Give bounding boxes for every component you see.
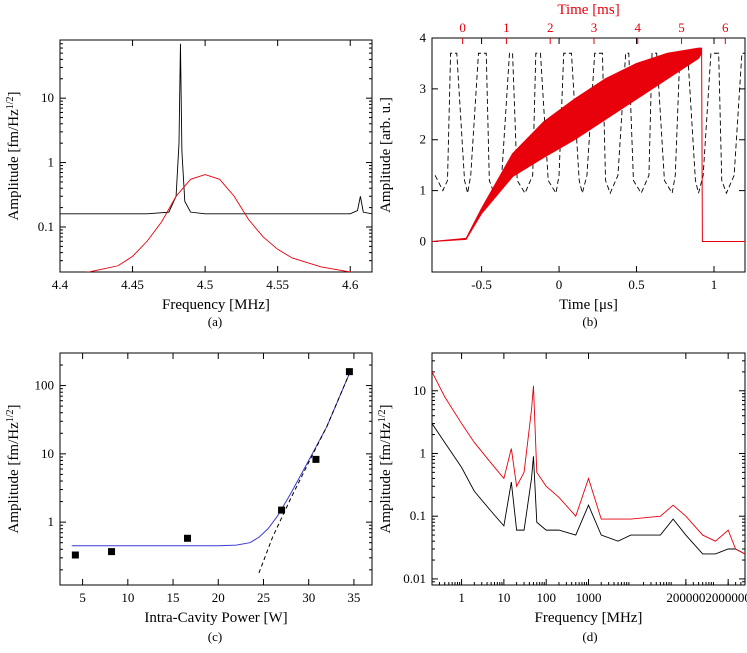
y-axis-label-main: Amplitude [fm/Hz (6, 422, 22, 534)
y-tick-label: 0.1 (38, 219, 54, 234)
x-axis-label: Intra-Cavity Power [W] (144, 610, 287, 626)
x-tick-label: 4.45 (121, 277, 144, 292)
panel-caption: (d) (582, 629, 597, 644)
y-axis-label-superscript: 1/2 (5, 96, 16, 109)
x-tick-label: 4.6 (342, 277, 359, 292)
chart-panel-c: 5 10 15 20 25 30 35 1 10 100 Intra-Cavity Power [W… (5, 352, 373, 644)
plot-frame (59, 352, 373, 586)
data-point (108, 548, 116, 556)
y-tick-label: 1 (420, 183, 427, 198)
series-line-1 (84, 174, 354, 272)
data-point (71, 551, 79, 559)
chart-panel-a: 4.4 4.45 4.5 4.55 4.6 0.1 1 10 Frequency [MHz] Am… (5, 39, 373, 329)
y-axis-label-end: ] (6, 404, 22, 409)
top-x-tick-label: 2 (547, 20, 554, 35)
plot-frame (59, 39, 373, 273)
y-axis-label-main: Amplitude [arb. u.] (378, 97, 394, 213)
x-tick-label: 0.5 (628, 277, 644, 292)
y-tick-label: 10 (41, 446, 54, 461)
y-tick-label: 100 (35, 378, 55, 393)
top-x-tick-label: 6 (722, 20, 729, 35)
x-tick-label: 35 (347, 590, 360, 605)
y-tick-label: 2 (420, 132, 427, 147)
x-tick-label: 30 (302, 590, 315, 605)
x-tick-label: 4.5 (197, 277, 213, 292)
panel-caption: (a) (208, 314, 222, 329)
y-axis-label-main: Amplitude [fm/Hz (378, 422, 394, 534)
y-tick-label: 1 (420, 445, 427, 460)
data-point (345, 368, 353, 376)
series-band-1 (432, 47, 745, 242)
x-tick-label: 1 (711, 277, 718, 292)
x-tick-label: 1 (458, 590, 465, 605)
x-tick-label: 10 (121, 590, 134, 605)
y-axis-label-superscript: 1/2 (377, 409, 388, 422)
y-axis-label-end: ] (6, 91, 22, 96)
y-tick-label: 1 (48, 514, 55, 529)
data-point (184, 534, 192, 542)
chart-panel-b: -0.5 0 0.5 1 0 1 2 3 4 Time [μs] Amplitude [arb. u… (378, 2, 746, 329)
top-x-tick-label: 5 (678, 20, 685, 35)
top-x-axis-label: Time [ms] (557, 2, 619, 18)
data-layer (432, 47, 745, 242)
data-layer (432, 371, 745, 555)
x-tick-label: 4.4 (52, 277, 69, 292)
series-line-1 (432, 371, 745, 555)
x-axis-label: Time [μs] (559, 297, 618, 313)
y-axis-label: Amplitude [arb. u.] (378, 97, 394, 213)
x-axis-label: Frequency [MHz] (162, 297, 270, 313)
data-layer (71, 368, 353, 574)
x-tick-label: 4.55 (266, 277, 289, 292)
y-tick-label: 3 (420, 81, 427, 96)
x-tick-label: 20 (212, 590, 225, 605)
y-axis-label-end: ] (378, 404, 394, 409)
x-tick-label: 15 (167, 590, 180, 605)
y-tick-label: 1 (48, 155, 55, 170)
fit-line (71, 373, 350, 547)
chart-panel-d: 1 10 100 1000 200000 2000000 0.01 0.1 1 10 Frequen… (377, 352, 747, 644)
y-axis-label-superscript: 1/2 (5, 409, 16, 422)
top-x-tick-label: 1 (503, 20, 510, 35)
top-x-tick-label: 4 (634, 20, 641, 35)
x-tick-label: 2000000 (705, 590, 747, 605)
x-tick-label: 5 (79, 590, 86, 605)
y-tick-label: 10 (413, 383, 426, 398)
x-tick-label: 100 (536, 590, 556, 605)
panel-caption: (b) (582, 314, 597, 329)
x-tick-label: 200000 (666, 590, 705, 605)
series-line-0 (60, 43, 372, 215)
data-point (278, 506, 286, 514)
x-tick-label: 10 (497, 590, 510, 605)
y-tick-label: 0.01 (403, 571, 426, 586)
y-axis-label: Amplitude [fm/Hz1/2] (5, 91, 22, 220)
data-point (312, 455, 320, 463)
top-x-tick-label: 3 (591, 20, 598, 35)
y-tick-label: 0.1 (410, 508, 426, 523)
series-line-0 (434, 52, 745, 195)
data-layer (60, 43, 372, 272)
plot-frame (431, 37, 746, 273)
plot-frame (431, 352, 746, 586)
y-axis-label: Amplitude [fm/Hz1/2] (377, 404, 394, 533)
y-tick-label: 0 (420, 233, 427, 248)
x-axis-label: Frequency [MHz] (535, 610, 643, 626)
x-tick-label: 0 (556, 277, 563, 292)
x-tick-label: 1000 (576, 590, 602, 605)
fit-line-dashed (258, 373, 350, 574)
series-line-0 (432, 423, 745, 555)
y-tick-label: 4 (420, 30, 427, 45)
top-x-tick-label: 0 (459, 20, 466, 35)
y-axis-label: Amplitude [fm/Hz1/2] (5, 404, 22, 533)
x-tick-label: 25 (257, 590, 270, 605)
y-tick-label: 10 (41, 90, 54, 105)
x-tick-label: -0.5 (471, 277, 492, 292)
y-axis-label-main: Amplitude [fm/Hz (6, 109, 22, 221)
panel-caption: (c) (208, 629, 222, 644)
